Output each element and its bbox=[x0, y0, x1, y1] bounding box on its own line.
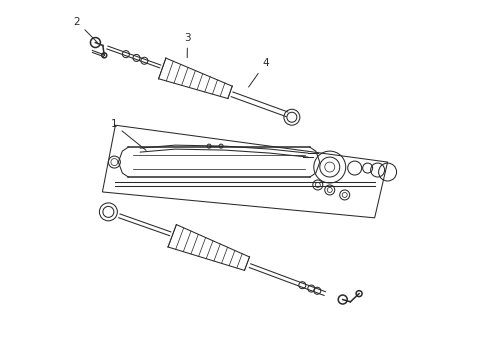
Text: 3: 3 bbox=[184, 32, 191, 58]
Text: 2: 2 bbox=[74, 17, 98, 42]
Text: 1: 1 bbox=[110, 119, 146, 150]
Text: 4: 4 bbox=[248, 58, 269, 87]
